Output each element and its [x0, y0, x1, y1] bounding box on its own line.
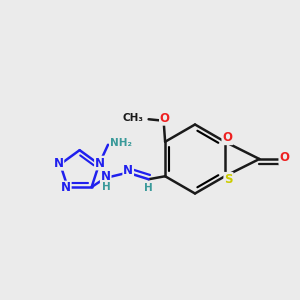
Text: S: S	[224, 173, 233, 186]
Text: O: O	[279, 151, 289, 164]
Text: N: N	[61, 182, 71, 194]
Text: N: N	[53, 157, 63, 170]
Text: N: N	[123, 164, 133, 177]
Text: H: H	[144, 183, 152, 193]
Text: N: N	[101, 170, 111, 183]
Text: H: H	[102, 182, 110, 192]
Text: O: O	[160, 112, 170, 125]
Text: NH₂: NH₂	[110, 138, 132, 148]
Text: N: N	[95, 157, 105, 169]
Text: CH₃: CH₃	[122, 113, 143, 123]
Text: O: O	[222, 131, 232, 144]
